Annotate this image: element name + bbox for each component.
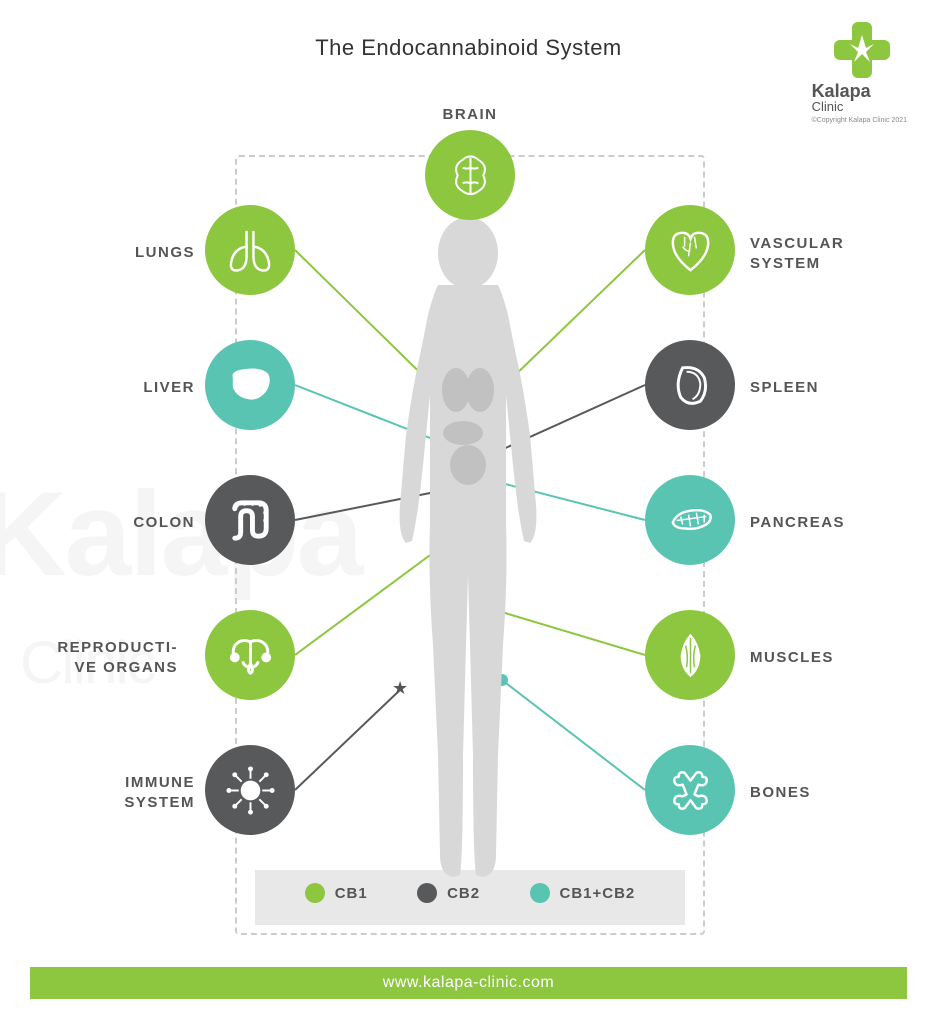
organ-immune-icon <box>205 745 295 835</box>
organ-spleen-icon <box>645 340 735 430</box>
organ-brain-label: BRAIN <box>370 105 570 125</box>
organ-brain-icon <box>425 130 515 220</box>
organ-colon-label: COLON <box>55 513 195 533</box>
organ-vascular-icon <box>645 205 735 295</box>
organ-vascular-label: VASCULARSYSTEM <box>750 234 910 273</box>
organ-bones-icon <box>645 745 735 835</box>
human-body-silhouette <box>378 215 558 895</box>
legend-cb2: CB2 <box>417 883 480 903</box>
immune-star-icon: ★ <box>392 678 408 699</box>
organ-repro-label: REPRODUCTI-VE ORGANS <box>38 638 178 677</box>
organ-repro-icon <box>205 610 295 700</box>
legend-cb1cb2: CB1+CB2 <box>530 883 636 903</box>
legend: CB1 CB2 CB1+CB2 <box>280 883 660 903</box>
legend-cb1: CB1 <box>305 883 368 903</box>
organ-colon-icon <box>205 475 295 565</box>
organ-lungs-label: LUNGS <box>55 243 195 263</box>
organ-muscles-label: MUSCLES <box>750 648 910 668</box>
footer-url-bar: www.kalapa-clinic.com <box>30 967 907 999</box>
organ-immune-label: IMMUNESYSTEM <box>55 773 195 812</box>
organ-lungs-icon <box>205 205 295 295</box>
organ-spleen-label: SPLEEN <box>750 378 910 398</box>
organ-liver-icon <box>205 340 295 430</box>
organ-pancreas-label: PANCREAS <box>750 513 910 533</box>
organ-bones-label: BONES <box>750 783 910 803</box>
organ-pancreas-icon <box>645 475 735 565</box>
organ-liver-label: LIVER <box>55 378 195 398</box>
organ-muscles-icon <box>645 610 735 700</box>
